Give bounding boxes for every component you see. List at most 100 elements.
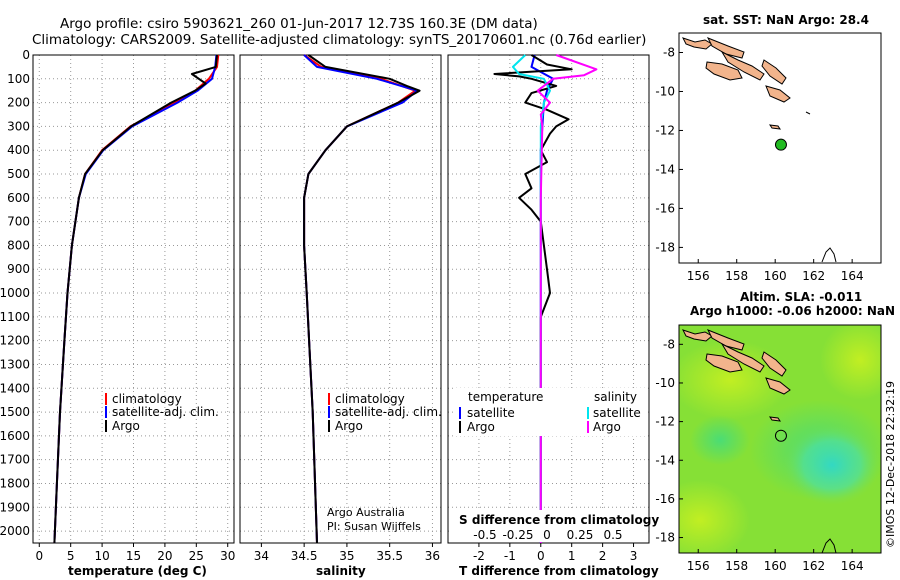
island-choiseul	[706, 329, 745, 351]
sst-map: sat. SST: NaN Argo: 28.4 -8-10-12-14-16-…	[655, 13, 882, 283]
legend-title-temperature: temperature	[468, 390, 543, 404]
difference-s-legend: salinity satellite Argo	[587, 390, 641, 434]
legend-title-salinity: salinity	[594, 390, 637, 404]
island-makira	[765, 85, 791, 103]
depth-tick-label: 1100	[0, 310, 30, 324]
island-malaita	[761, 351, 787, 377]
island-new-georgia	[682, 329, 713, 342]
difference-x-tick-labels: -2 -1 0 1 2 3	[473, 543, 637, 563]
sla-high-patch	[679, 480, 750, 553]
s-axis-background	[452, 510, 646, 542]
depth-tick-label: 1800	[0, 476, 30, 490]
imos-credit: ©IMOS 12-Dec-2018 22:32:19	[884, 381, 897, 548]
lon-tick-label: 162	[802, 269, 825, 283]
lat-tick-label: -14	[655, 162, 675, 176]
lat-tick-label: -18	[655, 240, 675, 254]
series-line-satellite-adj-clim-	[53, 54, 218, 544]
coast-new-caledonia	[821, 538, 837, 553]
legend-label-argo: Argo	[335, 419, 363, 433]
s-difference-ticks: -0.5 -0.25 0 0.25 0.5	[473, 528, 622, 542]
lat-tick-label: -12	[655, 415, 675, 429]
legend-label-s-satellite: satellite	[593, 406, 641, 420]
argo-location-marker	[774, 138, 787, 151]
legend-label-argo: Argo	[112, 419, 140, 433]
sla-low-patch	[690, 415, 750, 465]
island-guadalcanal	[705, 353, 743, 373]
x-tick-label: 1	[568, 549, 576, 563]
difference-t-legend: temperature satellite Argo	[459, 390, 543, 434]
depth-tick-label: 0	[22, 48, 30, 62]
depth-tick-label: 200	[7, 96, 30, 110]
depth-tick-label: 400	[7, 143, 30, 157]
depth-tick-label: 500	[7, 167, 30, 181]
series-line-s-argo	[536, 54, 598, 543]
depth-tick-label: 1600	[0, 429, 30, 443]
x-tick-label: 36	[425, 549, 440, 563]
sst-map-land	[682, 37, 837, 263]
sla-high-patch	[820, 325, 881, 400]
difference-axes-box	[447, 54, 650, 544]
island-makira	[765, 377, 791, 395]
depth-tick-label: 700	[7, 215, 30, 229]
sst-map-lat-labels: -8 -10 -12 -14 -16 -18	[655, 45, 683, 254]
island-guadalcanal	[705, 61, 743, 81]
lon-tick-label: 158	[725, 269, 748, 283]
x-tick-label: 0	[35, 549, 43, 563]
difference-profile-lines	[493, 54, 598, 543]
sla-map: Altim. SLA: -0.011 Argo h1000: -0.06 h20…	[655, 290, 895, 573]
lon-tick-label: 160	[764, 559, 787, 573]
lat-tick-label: -12	[655, 123, 675, 137]
series-line-argo	[303, 54, 421, 544]
reef-small	[805, 111, 811, 115]
legend-background	[455, 388, 645, 436]
salinity-panel: 34 34.5 35 35.5 36 salinity climatology sate…	[239, 54, 442, 578]
depth-tick-label: 1300	[0, 357, 30, 371]
island-santa-isabel	[720, 342, 765, 373]
lon-tick-label: 162	[802, 559, 825, 573]
lon-tick-label: 156	[687, 269, 710, 283]
x-tick-label: 10	[94, 549, 109, 563]
lat-tick-label: -10	[655, 84, 675, 98]
series-line-climatology	[53, 54, 220, 544]
credit-line-2: PI: Susan Wijffels	[327, 520, 421, 533]
x-tick-label: -1	[504, 549, 516, 563]
island-rennell	[768, 124, 782, 130]
x-tick-label: 2	[599, 549, 607, 563]
lat-tick-label: -8	[663, 337, 675, 351]
depth-tick-label: 1900	[0, 500, 30, 514]
island-malaita	[761, 59, 787, 85]
temperature-panel: 0100200300400500600700800900100011001200…	[0, 48, 235, 578]
x-tick-label: 20	[157, 549, 172, 563]
temperature-profile-lines	[53, 54, 220, 544]
depth-tick-label: 900	[7, 262, 30, 276]
sla-lowest-patch	[784, 425, 880, 505]
temperature-grid	[33, 55, 234, 543]
s-tick-label: 0.25	[567, 528, 594, 542]
temperature-x-tick-labels: 0 5 10 15 20 25 30	[35, 543, 235, 563]
sla-map-frame	[678, 324, 882, 554]
title-line-2: Climatology: CARS2009. Satellite-adjuste…	[32, 32, 646, 48]
lat-tick-label: -16	[655, 201, 675, 215]
s-difference-label: S difference from climatology	[459, 513, 659, 527]
depth-tick-label: 1400	[0, 381, 30, 395]
salinity-grid	[240, 55, 441, 543]
depth-tick-label: 2000	[0, 524, 30, 538]
salinity-axes-box	[239, 54, 442, 544]
salinity-legend: climatology satellite-adj. clim. Argo	[328, 392, 442, 433]
lon-tick-label: 164	[841, 269, 864, 283]
series-line-satellite-adj-clim-	[303, 54, 419, 544]
title-line-1: Argo profile: csiro 5903621_260 01-Jun-2…	[60, 16, 538, 32]
salinity-x-tick-labels: 34 34.5 35 35.5 36	[254, 543, 440, 563]
legend-label-t-satellite: satellite	[467, 406, 515, 420]
s-tick-label: 0.5	[603, 528, 622, 542]
sst-map-lon-labels: 156 158 160 162 164	[687, 259, 864, 283]
x-tick-label: -2	[473, 549, 485, 563]
salinity-profile-lines	[303, 54, 421, 544]
depth-tick-label: 1200	[0, 334, 30, 348]
lon-tick-label: 164	[841, 559, 864, 573]
lat-tick-label: -10	[655, 376, 675, 390]
s-tick-label: 0	[543, 528, 551, 542]
s-tick-label: -0.5	[473, 528, 496, 542]
